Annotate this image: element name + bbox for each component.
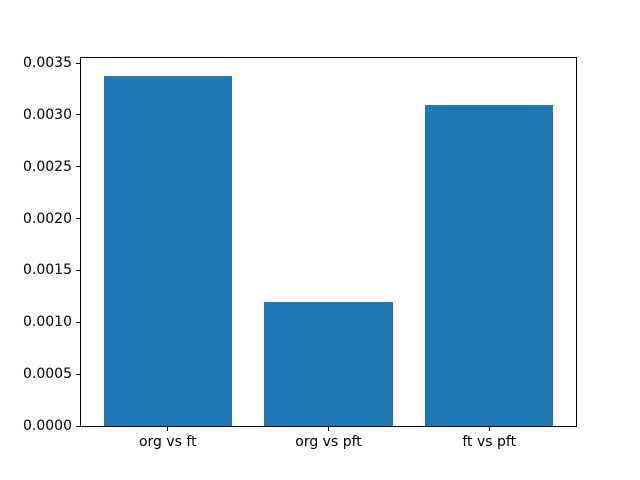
- x-axis-tick-label-org-vs-pft: org vs pft: [295, 434, 362, 450]
- y-axis-tick-label: 0.0015: [23, 262, 72, 279]
- y-axis-tick-mark: [76, 62, 80, 64]
- y-axis-tick-mark: [76, 425, 80, 427]
- y-axis-tick-mark: [76, 269, 80, 271]
- bar-org-vs-ft: [103, 75, 233, 426]
- y-axis-tick-mark: [76, 373, 80, 375]
- x-axis-tick-label-ft-vs-pft: ft vs pft: [462, 434, 517, 450]
- x-axis-tick-mark: [328, 427, 329, 431]
- x-axis-tick-label-org-vs-ft: org vs ft: [138, 434, 197, 450]
- x-axis-tick-mark: [167, 427, 169, 431]
- y-axis-tick-label: 0.0030: [23, 106, 72, 123]
- y-axis-tick-mark: [76, 166, 80, 168]
- y-axis-tick-label: 0.0010: [23, 314, 72, 331]
- y-axis-tick-label: 0.0000: [23, 418, 72, 434]
- y-axis-tick-label: 0.0025: [23, 158, 72, 175]
- bar-ft-vs-pft: [424, 104, 554, 426]
- y-axis-tick-label: 0.0020: [23, 210, 72, 227]
- y-axis-tick-label: 0.0005: [23, 366, 72, 383]
- bar-org-vs-pft: [264, 301, 393, 426]
- y-axis-tick-mark: [76, 114, 80, 116]
- x-axis-tick-mark: [488, 427, 490, 431]
- y-axis-tick-label: 0.0035: [23, 55, 72, 72]
- y-axis-tick-mark: [76, 321, 80, 323]
- y-axis-tick-mark: [76, 218, 80, 220]
